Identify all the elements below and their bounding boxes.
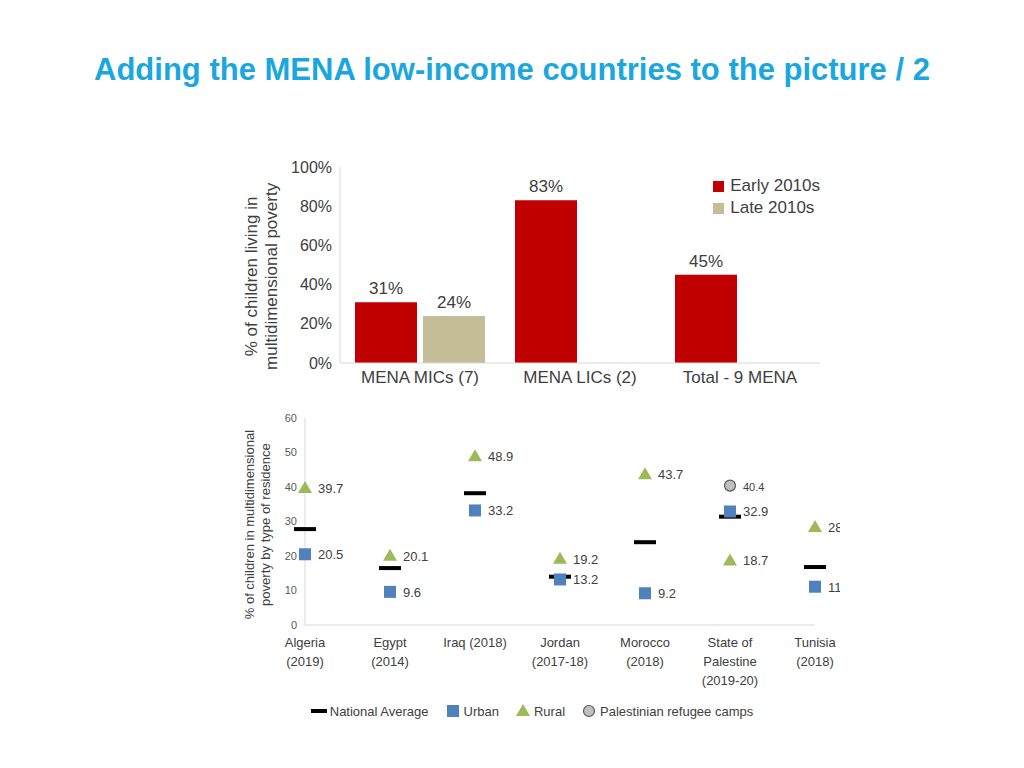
svg-text:18.7: 18.7 [743,553,768,568]
svg-text:Morocco(2018): Morocco(2018) [620,635,670,669]
svg-text:MENA MICs (7): MENA MICs (7) [361,368,479,387]
svg-text:Iraq (2018): Iraq (2018) [443,635,507,650]
svg-text:24%: 24% [437,293,471,312]
svg-text:100%: 100% [291,159,332,176]
svg-text:Jordan(2017-18): Jordan(2017-18) [532,635,588,669]
html-text:Early 2010s: Early 2010s [730,176,820,195]
svg-text:Egypt(2014): Egypt(2014) [371,635,409,669]
svg-text:48.9: 48.9 [488,449,513,464]
html-text:Urban: Urban [463,703,499,719]
svg-text:20.5: 20.5 [318,547,343,562]
html-text:Rural: Rural [534,703,565,719]
html-text:% of children in multidimensio: % of children in multidimensional [242,430,258,620]
svg-text:39.7: 39.7 [318,481,343,496]
html-text:Late 2010s: Late 2010s [730,198,815,217]
svg-text:Total - 9 MENA: Total - 9 MENA [683,368,798,387]
svg-text:13.2: 13.2 [573,572,598,587]
html-text:National Average: National Average [329,703,429,719]
svg-text:45%: 45% [689,252,723,271]
svg-text:11.1: 11.1 [828,580,840,595]
svg-text:Algeria(2019): Algeria(2019) [285,635,326,669]
html-text:Adding the MENA low-income cou: Adding the MENA low-income countries to … [94,52,930,87]
svg-text:32.9: 32.9 [743,504,768,519]
svg-text:40%: 40% [300,276,332,293]
svg-text:30: 30 [285,515,297,527]
svg-text:31%: 31% [369,279,403,298]
svg-text:0%: 0% [309,355,332,372]
html-text:poverty by type of residence: poverty by type of residence [258,443,273,607]
svg-text:Tunisia(2018): Tunisia(2018) [794,635,836,669]
svg-text:60%: 60% [300,237,332,254]
svg-text:20: 20 [285,550,297,562]
svg-text:State ofPalestine(2019-20): State ofPalestine(2019-20) [702,635,758,688]
svg-text:80%: 80% [300,198,332,215]
svg-text:0: 0 [291,619,297,631]
svg-text:MENA LICs (2): MENA LICs (2) [523,368,636,387]
svg-text:9.6: 9.6 [403,585,421,600]
svg-text:40: 40 [285,481,297,493]
svg-text:20%: 20% [300,315,332,332]
svg-text:20.1: 20.1 [403,549,428,564]
svg-text:40.4: 40.4 [743,481,764,493]
svg-text:9.2: 9.2 [658,586,676,601]
svg-text:83%: 83% [529,177,563,196]
svg-text:10: 10 [285,584,297,596]
svg-text:28.4: 28.4 [828,520,840,535]
svg-text:19.2: 19.2 [573,552,598,567]
svg-text:33.2: 33.2 [488,503,513,518]
html-text:Palestinian refugee camps: Palestinian refugee camps [600,703,754,719]
html-text:% of children living in: % of children living in [241,196,261,356]
html-text:multidimensional poverty: multidimensional poverty [262,182,281,370]
svg-text:50: 50 [285,446,297,458]
svg-text:60: 60 [285,412,297,424]
svg-text:43.7: 43.7 [658,467,683,482]
